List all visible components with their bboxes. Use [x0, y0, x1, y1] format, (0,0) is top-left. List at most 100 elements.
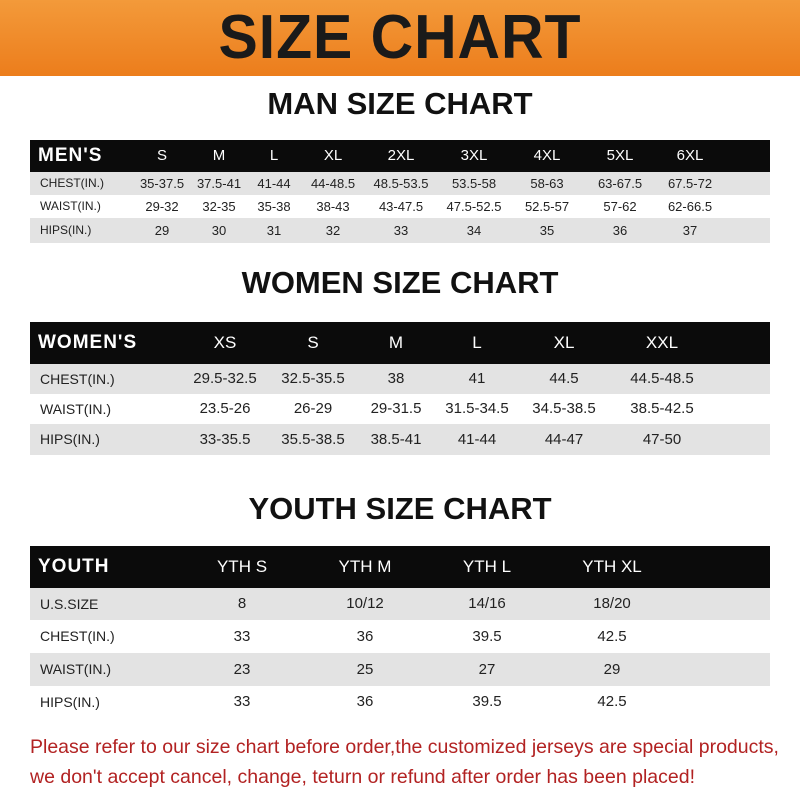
notice-line-1: Please refer to our size chart before or… — [30, 736, 779, 758]
table-cell: 43-47.5 — [378, 199, 424, 214]
table-cell: 31 — [266, 223, 282, 238]
table-cell: 35-37.5 — [139, 176, 185, 191]
table-cell: 39.5 — [472, 628, 502, 645]
men-size-table: MEN'S S M L XL 2XL 3XL 4XL 5XL 6XL CHEST(IN.) 35-37… — [30, 140, 770, 243]
row-label: U.S.SIZE — [40, 596, 99, 612]
row-label: CHEST(IN.) — [40, 628, 115, 644]
row-label: CHEST(IN.) — [40, 371, 115, 387]
table-row: CHEST(IN.) 29.5-32.5 32.5-35.5 38 41 44.5 44.5… — [30, 364, 770, 394]
table-cell: 38.5-41 — [370, 431, 422, 448]
table-header-label: WOMEN'S — [38, 332, 138, 353]
table-cell: 29 — [154, 223, 170, 238]
table-cell: 63-67.5 — [597, 176, 643, 191]
row-label: WAIST(IN.) — [40, 401, 112, 417]
table-cell: 32.5-35.5 — [281, 370, 345, 387]
table-cell: 57-62 — [603, 199, 637, 214]
row-label: HIPS(IN.) — [40, 694, 100, 710]
size-header: M — [388, 333, 404, 352]
table-cell: 27 — [478, 661, 496, 678]
banner: SIZE CHART — [0, 0, 800, 76]
row-label: HIPS(IN.) — [40, 223, 92, 237]
size-header: XL — [323, 147, 343, 164]
table-cell: 41-44 — [457, 431, 497, 448]
table-cell: 38 — [387, 370, 405, 387]
table-cell: 26-29 — [293, 400, 333, 417]
size-header: 4XL — [533, 147, 561, 164]
table-cell: 35-38 — [257, 199, 291, 214]
table-cell: 53.5-58 — [451, 176, 497, 191]
table-cell: 67.5-72 — [667, 176, 713, 191]
youth-size-table: YOUTH YTH S YTH M YTH L YTH XL U.S.SIZE 8 10/12… — [30, 546, 770, 718]
size-header: 3XL — [460, 147, 488, 164]
size-header: XXL — [645, 333, 679, 352]
table-cell: 36 — [356, 693, 374, 710]
table-row: WAIST(IN.) 29-32 32-35 35-38 38-43 43-47.5 47.… — [30, 195, 770, 218]
table-cell: 44.5 — [549, 370, 579, 387]
men-title: MAN SIZE CHART — [267, 86, 533, 121]
table-cell: 44-47 — [544, 431, 584, 448]
size-header: S — [156, 147, 168, 164]
youth-title: YOUTH SIZE CHART — [248, 491, 552, 526]
table-cell: 30 — [211, 223, 227, 238]
table-row: CHEST(IN.) 35-37.5 37.5-41 41-44 44-48.5 48.5… — [30, 172, 770, 195]
table-cell: 23 — [233, 661, 251, 678]
table-cell: 58-63 — [530, 176, 564, 191]
size-header: L — [472, 333, 482, 352]
size-header: XL — [553, 333, 575, 352]
row-label: WAIST(IN.) — [40, 661, 112, 677]
table-row: CHEST(IN.) 33 36 39.5 42.5 — [30, 620, 770, 653]
table-cell: 29-32 — [145, 199, 179, 214]
women-size-table: WOMEN'S XS S M L XL XXL CHEST(IN.) 29.5-32.5 32.5… — [30, 322, 770, 455]
table-cell: 36 — [612, 223, 628, 238]
table-cell: 52.5-57 — [524, 199, 570, 214]
table-row: WAIST(IN.) 23 25 27 29 — [30, 653, 770, 686]
banner-title: SIZE CHART — [218, 3, 582, 72]
table-cell: 35 — [539, 223, 555, 238]
size-header: YTH M — [338, 557, 392, 576]
table-cell: 37 — [682, 223, 698, 238]
table-cell: 29.5-32.5 — [193, 370, 257, 387]
table-cell: 38.5-42.5 — [630, 400, 694, 417]
row-label: CHEST(IN.) — [40, 176, 104, 190]
table-row: HIPS(IN.) 29 30 31 32 33 34 35 36 37 — [30, 218, 770, 243]
table-cell: 37.5-41 — [196, 176, 242, 191]
table-cell: 10/12 — [346, 595, 384, 612]
table-cell: 34 — [466, 223, 482, 238]
table-cell: 35.5-38.5 — [281, 431, 345, 448]
table-cell: 33 — [233, 628, 251, 645]
table-row: HIPS(IN.) 33-35.5 35.5-38.5 38.5-41 41-44 44-… — [30, 424, 770, 455]
table-cell: 47-50 — [642, 431, 682, 448]
notice: Please refer to our size chart before or… — [30, 732, 790, 792]
table-header-label: MEN'S — [38, 145, 103, 166]
row-label: HIPS(IN.) — [40, 431, 100, 447]
table-cell: 31.5-34.5 — [445, 400, 509, 417]
header-row: MEN'S S M L XL 2XL 3XL 4XL 5XL 6XL — [30, 140, 770, 172]
size-header: M — [212, 147, 226, 164]
table-cell: 38-43 — [316, 199, 350, 214]
table-cell: 25 — [356, 661, 374, 678]
table-cell: 48.5-53.5 — [373, 176, 429, 191]
women-title: WOMEN SIZE CHART — [241, 265, 559, 300]
table-cell: 44-48.5 — [310, 176, 356, 191]
table-row: U.S.SIZE 8 10/12 14/16 18/20 — [30, 588, 770, 620]
table-cell: 33-35.5 — [199, 431, 251, 448]
size-header: XS — [213, 333, 237, 352]
table-cell: 62-66.5 — [667, 199, 713, 214]
table-cell: 44.5-48.5 — [630, 370, 694, 387]
size-header: 6XL — [676, 147, 704, 164]
size-header: S — [307, 333, 319, 352]
table-row: WAIST(IN.) 23.5-26 26-29 29-31.5 31.5-34.5 34… — [30, 394, 770, 424]
notice-line-2: we don't accept cancel, change, teturn o… — [30, 766, 695, 788]
table-row: HIPS(IN.) 33 36 39.5 42.5 — [30, 686, 770, 718]
table-cell: 41-44 — [257, 176, 291, 191]
table-cell: 23.5-26 — [199, 400, 251, 417]
size-header: 5XL — [606, 147, 634, 164]
table-header-label: YOUTH — [38, 556, 110, 577]
size-header: YTH XL — [582, 557, 642, 576]
table-cell: 42.5 — [597, 693, 627, 710]
table-cell: 29-31.5 — [370, 400, 422, 417]
size-header: L — [269, 147, 279, 164]
table-cell: 29 — [603, 661, 621, 678]
table-cell: 8 — [237, 595, 247, 612]
header-row: WOMEN'S XS S M L XL XXL — [30, 322, 770, 364]
